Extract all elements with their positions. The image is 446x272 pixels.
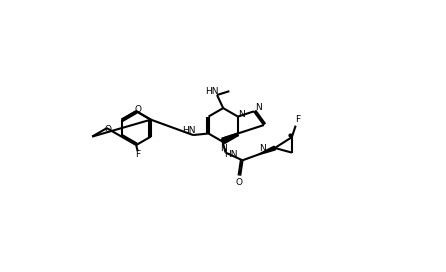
Text: N: N xyxy=(259,144,266,153)
Text: F: F xyxy=(295,115,301,124)
Text: O: O xyxy=(134,105,141,114)
Text: F: F xyxy=(135,150,140,159)
Text: N: N xyxy=(255,103,262,112)
Text: N: N xyxy=(238,110,245,119)
Text: N: N xyxy=(220,144,227,153)
Text: O: O xyxy=(105,125,112,134)
Text: HN: HN xyxy=(224,150,238,159)
Text: HN: HN xyxy=(205,87,219,96)
Text: O: O xyxy=(236,178,243,187)
Polygon shape xyxy=(259,146,276,154)
Text: HN: HN xyxy=(182,126,195,135)
